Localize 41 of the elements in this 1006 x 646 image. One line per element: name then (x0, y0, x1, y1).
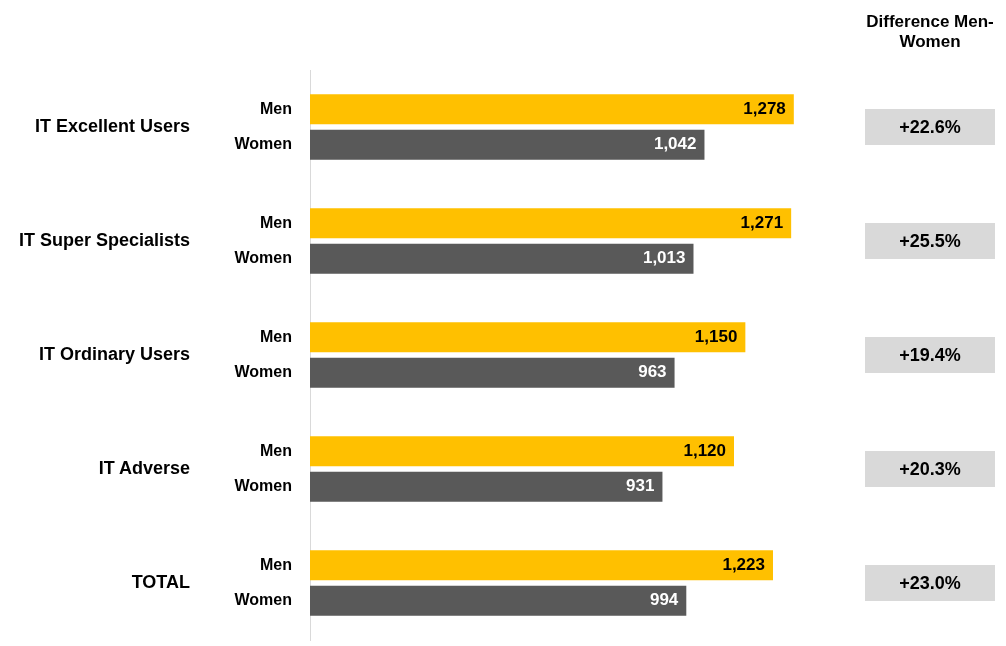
data-label: 1,223 (722, 555, 765, 575)
text: Women (234, 477, 292, 495)
text: Women (234, 363, 292, 381)
bar (310, 243, 694, 274)
bar (310, 550, 773, 581)
text: Women (234, 591, 292, 609)
y-tick-label: IT Excellent Users (34, 115, 190, 136)
bar (310, 94, 794, 125)
text: +25.5% (865, 223, 995, 259)
text: +22.6% (865, 109, 995, 145)
text: Men (260, 441, 292, 459)
data-label: 931 (626, 476, 655, 496)
y-tick-label: IT Adverse (98, 457, 190, 478)
text: Men (260, 327, 292, 345)
bar (310, 208, 792, 239)
bar (310, 436, 734, 467)
data-label: 1,271 (740, 213, 784, 233)
bar (310, 471, 663, 502)
data-label: 1,150 (694, 327, 738, 347)
y-tick-label: IT Super Specialists (18, 229, 190, 250)
bar (310, 129, 705, 160)
text: +19.4% (865, 337, 995, 373)
data-label: 1,120 (683, 441, 726, 461)
text: Difference Men-Women (865, 12, 995, 52)
y-tick-label: IT Ordinary Users (38, 343, 190, 364)
text: Men (260, 213, 292, 231)
data-label: 963 (638, 362, 667, 382)
text: Men (260, 555, 292, 573)
series-label: Women (234, 135, 292, 153)
data-label: 1,013 (642, 248, 686, 268)
series-label: Men (260, 99, 292, 117)
text: +20.3% (865, 451, 995, 487)
text: +23.0% (865, 565, 995, 601)
data-label: 994 (649, 590, 679, 610)
data-label: 1,278 (743, 99, 786, 119)
data-label: 1,042 (653, 134, 697, 154)
bar (310, 322, 746, 353)
bar (310, 585, 687, 616)
y-tick-label: TOTAL (131, 571, 190, 592)
text: Women (234, 249, 292, 267)
bar (310, 357, 675, 388)
